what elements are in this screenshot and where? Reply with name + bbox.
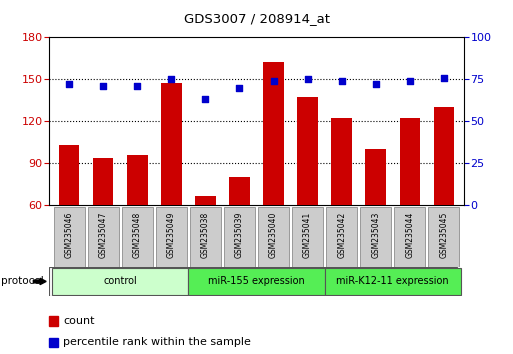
FancyBboxPatch shape (53, 207, 85, 267)
FancyBboxPatch shape (188, 268, 325, 295)
Bar (59, 145, 80, 205)
Bar (127, 155, 148, 205)
Text: GSM235043: GSM235043 (371, 212, 380, 258)
Bar (263, 62, 284, 205)
FancyBboxPatch shape (394, 207, 425, 267)
Text: GSM235044: GSM235044 (405, 212, 415, 258)
Text: control: control (104, 276, 137, 286)
FancyBboxPatch shape (292, 207, 323, 267)
FancyBboxPatch shape (360, 207, 391, 267)
Text: miR-155 expression: miR-155 expression (208, 276, 305, 286)
Text: GSM235045: GSM235045 (439, 212, 448, 258)
Bar (93, 158, 113, 205)
Point (65, 81, 73, 87)
Bar (161, 84, 182, 205)
FancyBboxPatch shape (52, 268, 188, 295)
FancyBboxPatch shape (428, 207, 460, 267)
Point (338, 78, 346, 84)
FancyBboxPatch shape (325, 268, 461, 295)
Text: GSM235042: GSM235042 (337, 212, 346, 258)
Text: miR-K12-11 expression: miR-K12-11 expression (337, 276, 449, 286)
Text: GSM235039: GSM235039 (235, 212, 244, 258)
Bar (365, 149, 386, 205)
Text: protocol: protocol (1, 276, 43, 286)
FancyBboxPatch shape (326, 207, 358, 267)
Point (167, 76, 175, 82)
Text: GSM235040: GSM235040 (269, 212, 278, 258)
Text: count: count (63, 316, 94, 326)
Point (201, 97, 209, 102)
Text: GSM235038: GSM235038 (201, 212, 210, 258)
Bar (331, 119, 352, 205)
Text: percentile rank within the sample: percentile rank within the sample (63, 337, 251, 347)
FancyBboxPatch shape (88, 207, 119, 267)
Point (269, 78, 278, 84)
Text: GSM235048: GSM235048 (133, 212, 142, 258)
FancyBboxPatch shape (190, 207, 221, 267)
Bar (298, 97, 318, 205)
Text: GSM235047: GSM235047 (98, 212, 108, 258)
Point (235, 85, 244, 91)
FancyBboxPatch shape (258, 207, 289, 267)
Bar (229, 177, 250, 205)
Text: GSM235049: GSM235049 (167, 212, 176, 258)
Point (133, 83, 142, 89)
FancyBboxPatch shape (224, 207, 255, 267)
Bar (433, 107, 454, 205)
Point (371, 81, 380, 87)
Text: GSM235046: GSM235046 (65, 212, 74, 258)
Point (440, 75, 448, 80)
Text: GSM235041: GSM235041 (303, 212, 312, 258)
Text: GDS3007 / 208914_at: GDS3007 / 208914_at (184, 12, 329, 25)
Point (406, 78, 414, 84)
FancyBboxPatch shape (122, 207, 153, 267)
FancyBboxPatch shape (155, 207, 187, 267)
Bar (400, 119, 420, 205)
Point (304, 76, 312, 82)
Bar (195, 195, 215, 205)
Point (99, 83, 107, 89)
